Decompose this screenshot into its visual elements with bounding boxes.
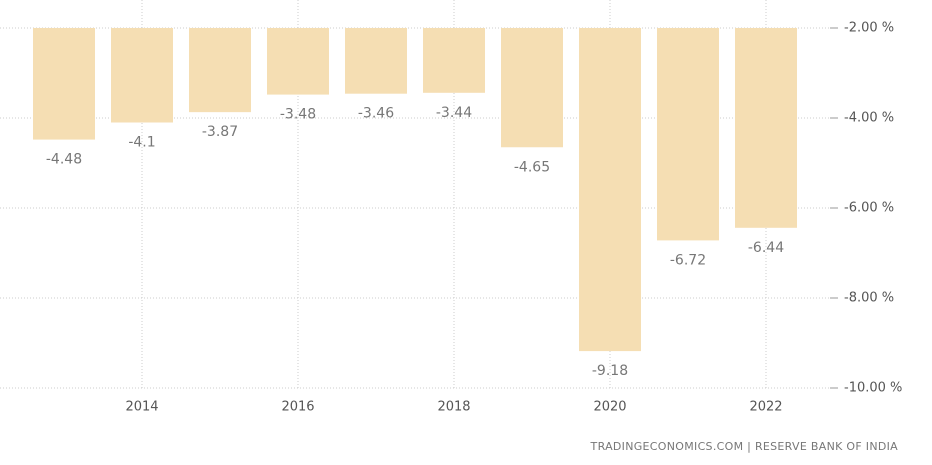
x-tick-label: 2022: [749, 400, 782, 415]
y-tick-label: -4.00 %: [844, 111, 894, 126]
bar: [33, 28, 95, 140]
y-tick-label: -10.00 %: [844, 381, 902, 396]
x-tick-label: 2016: [281, 400, 314, 415]
bar: [735, 28, 797, 228]
data-label: -3.46: [358, 106, 394, 122]
y-tick-label: -8.00 %: [844, 291, 894, 306]
bar: [579, 28, 641, 352]
source: TRADINGECONOMICS.COM | RESERVE BANK OF I…: [590, 440, 899, 453]
data-label: -6.44: [748, 240, 784, 256]
bar: [345, 28, 407, 94]
data-label: -4.65: [514, 159, 550, 175]
bar: [501, 28, 563, 148]
data-label: -6.72: [670, 252, 706, 268]
y-tick-label: -6.00 %: [844, 201, 894, 216]
bar: [657, 28, 719, 241]
data-label: -4.48: [46, 152, 82, 168]
x-tick-label: 2014: [125, 400, 158, 415]
x-tick-label: 2018: [437, 400, 470, 415]
bar: [111, 28, 173, 123]
data-label: -3.48: [280, 107, 316, 123]
data-label: -4.1: [128, 135, 155, 151]
data-label: -3.44: [436, 105, 472, 121]
data-label: -3.87: [202, 124, 238, 140]
x-tick-label: 2020: [593, 400, 626, 415]
y-tick-label: -2.00 %: [844, 21, 894, 36]
bar: [267, 28, 329, 95]
data-label: -9.18: [592, 363, 628, 379]
bar: [423, 28, 485, 93]
bar: [189, 28, 251, 113]
